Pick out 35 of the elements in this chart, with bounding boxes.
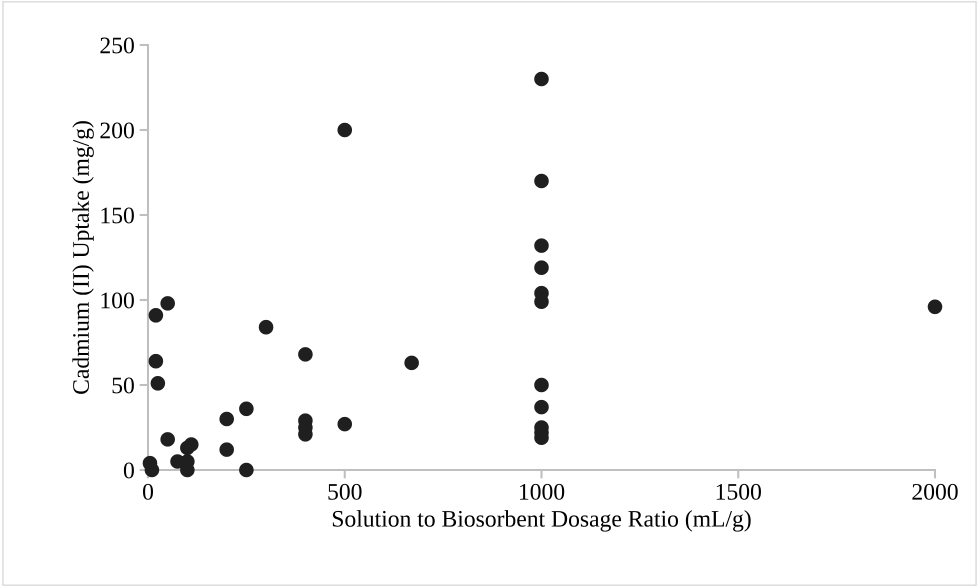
point [148,354,164,368]
point [148,308,164,323]
point [219,442,234,457]
y-tick-label: 50 [112,377,134,394]
y-tick-label: 200 [100,122,134,138]
x-tick-label: 2000 [912,484,958,500]
y-tick-label: 100 [101,292,134,308]
point [150,376,166,391]
point [534,378,549,392]
x-tick-label: 0 [142,484,154,500]
point [534,260,549,275]
point [534,174,549,188]
x-tick-label: 1000 [520,484,564,500]
y-axis-title: Cadmium (II) Uptake (mg/g) [72,121,94,394]
point [239,462,254,478]
x-axis-title: Solution to Biosorbent Dosage Ratio (mL/g) [332,510,751,532]
y-tick-label: 150 [101,207,134,224]
point [184,437,199,452]
point [298,347,313,362]
point [219,412,234,426]
point [534,72,549,86]
y-tick-label: 250 [100,37,134,54]
point [337,122,352,138]
point [239,402,254,416]
point [160,432,175,447]
y-tick-label: 0 [124,462,134,478]
x-tick-label: 1500 [716,484,761,500]
point [258,320,274,334]
point [160,296,175,311]
point [404,356,419,370]
x-tick-label: 500 [328,484,362,500]
point [534,400,549,414]
point [534,238,549,253]
point [928,300,942,314]
point [337,416,352,432]
